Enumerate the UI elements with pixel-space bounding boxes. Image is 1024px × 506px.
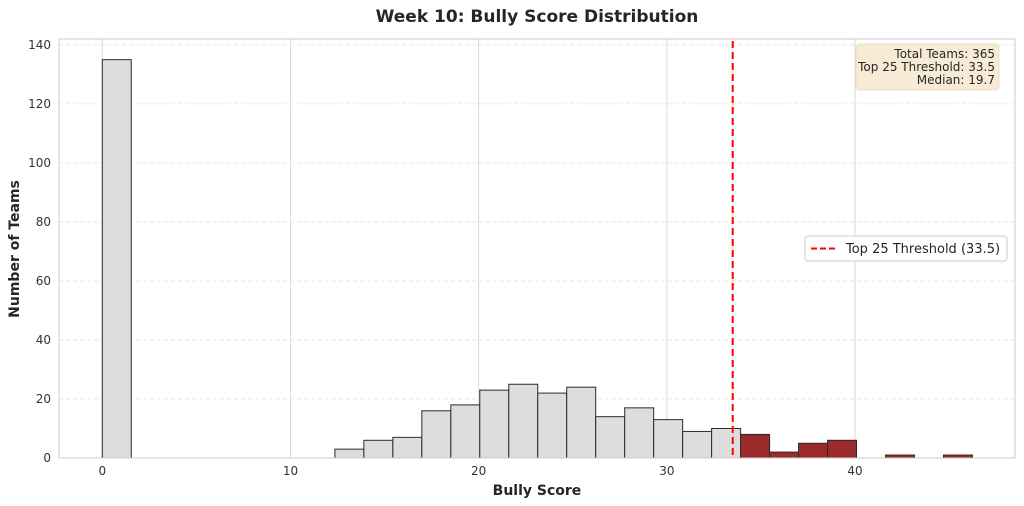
stats-threshold: Top 25 Threshold: 33.5 [857,60,995,74]
histogram-bar [479,389,510,459]
stats-total-teams: Total Teams: 365 [893,47,995,61]
legend-box [804,235,1008,262]
y-tick-label: 80 [36,215,51,229]
y-axis-label: Number of Teams [7,180,23,318]
stats-median: Median: 19.7 [917,73,995,87]
y-tick-label: 20 [36,392,51,406]
legend: Top 25 Threshold (33.5) [804,235,1008,262]
histogram-bar-top25 [740,433,771,459]
histogram-bar [363,439,394,459]
y-tick-label: 140 [28,38,51,52]
histogram-bar [101,59,132,459]
stats-box-background [855,43,1000,91]
histogram-bar [595,416,626,459]
histogram-bar [682,430,713,459]
y-tick-label: 100 [28,156,51,170]
legend-threshold-label: Top 25 Threshold (33.5) [845,242,1000,257]
histogram-bar [334,448,365,459]
histogram-bar [537,392,568,459]
histogram-bar [653,419,684,459]
histogram-bar-top25 [827,439,858,459]
ticks-layer: 0 10 20 30 40 0 20 40 60 80 100 120 140 [28,38,863,478]
histogram-bar [392,436,423,459]
y-tick-label: 0 [43,451,51,465]
bars-layer [101,59,973,459]
histogram-bar [508,383,539,459]
histogram-bar [624,407,655,459]
histogram-bar-top25 [769,451,800,459]
chart-title: Week 10: Bully Score Distribution [376,7,699,27]
y-tick-label: 120 [28,97,51,111]
histogram-bar [421,410,452,459]
histogram-bar-top25 [798,442,829,459]
plot-frame [58,38,1016,459]
x-axis-label: Bully Score [493,483,582,499]
histogram-bar [450,404,481,459]
stats-box: Total Teams: 365 Top 25 Threshold: 33.5 … [855,43,1000,91]
x-tick-label: 0 [98,464,106,478]
x-tick-label: 40 [847,464,862,478]
x-tick-label: 10 [283,464,298,478]
y-tick-label: 40 [36,333,51,347]
x-tick-label: 30 [659,464,674,478]
histogram-bar [566,386,597,459]
y-tick-label: 60 [36,274,51,288]
x-tick-label: 20 [471,464,486,478]
histogram-bar [711,427,742,459]
